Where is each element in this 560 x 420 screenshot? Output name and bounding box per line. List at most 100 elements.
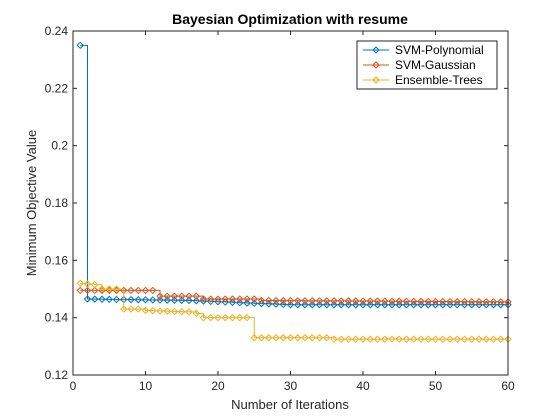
data-point bbox=[482, 335, 490, 343]
data-point bbox=[185, 308, 193, 316]
data-point bbox=[352, 297, 360, 305]
data-point bbox=[279, 296, 287, 305]
y-axis-label: Minimum Objective Value bbox=[24, 130, 39, 276]
data-point bbox=[482, 298, 490, 306]
data-point bbox=[91, 295, 99, 303]
y-tick-label: 0.16 bbox=[45, 253, 69, 267]
data-point bbox=[228, 298, 237, 307]
y-tick-label: 0.22 bbox=[45, 81, 69, 95]
data-point bbox=[337, 335, 345, 343]
data-point bbox=[265, 296, 273, 305]
data-point bbox=[366, 297, 374, 305]
data-point bbox=[460, 301, 469, 309]
data-point bbox=[294, 296, 302, 305]
data-point bbox=[243, 313, 251, 322]
data-point bbox=[265, 300, 273, 308]
y-tick-label: 0.18 bbox=[45, 196, 69, 210]
data-point bbox=[98, 285, 106, 293]
data-point bbox=[460, 335, 469, 343]
legend-label: Ensemble-Trees bbox=[395, 73, 483, 87]
data-point bbox=[417, 301, 425, 309]
data-point bbox=[446, 301, 454, 309]
data-point bbox=[257, 334, 266, 342]
data-point bbox=[207, 295, 215, 303]
data-point bbox=[439, 301, 447, 309]
data-point bbox=[192, 309, 200, 318]
data-point bbox=[402, 335, 411, 343]
data-point bbox=[141, 306, 150, 315]
data-point bbox=[410, 335, 418, 343]
data-point bbox=[76, 286, 84, 295]
data-point bbox=[170, 296, 179, 304]
data-point bbox=[120, 305, 128, 313]
data-point bbox=[381, 297, 389, 305]
data-point bbox=[250, 295, 258, 303]
data-point bbox=[228, 313, 237, 322]
x-tick-label: 40 bbox=[356, 379, 370, 393]
data-point bbox=[359, 335, 367, 343]
data-point bbox=[453, 297, 461, 306]
data-point bbox=[431, 301, 440, 309]
data-point bbox=[221, 295, 229, 303]
x-tick-label: 10 bbox=[139, 379, 153, 393]
data-point bbox=[468, 335, 476, 343]
data-point bbox=[279, 300, 287, 309]
data-point bbox=[359, 301, 367, 309]
data-point bbox=[178, 292, 186, 300]
data-point bbox=[344, 297, 353, 305]
data-point bbox=[475, 335, 483, 343]
data-point bbox=[424, 301, 432, 309]
data-point bbox=[410, 297, 418, 306]
data-point bbox=[199, 313, 208, 322]
data-point bbox=[185, 292, 193, 300]
data-point bbox=[170, 292, 179, 300]
x-tick-label: 20 bbox=[211, 379, 225, 393]
data-point bbox=[301, 301, 309, 309]
data-point bbox=[272, 334, 280, 342]
data-point bbox=[156, 296, 164, 304]
data-point bbox=[265, 334, 273, 342]
data-point bbox=[149, 307, 157, 315]
x-tick-label: 0 bbox=[70, 379, 77, 393]
data-point bbox=[185, 296, 193, 305]
data-point bbox=[468, 297, 476, 306]
data-point bbox=[323, 301, 331, 309]
data-point bbox=[134, 296, 142, 304]
data-point bbox=[83, 295, 92, 303]
data-point bbox=[294, 334, 302, 342]
data-point bbox=[417, 335, 425, 343]
data-point bbox=[373, 335, 382, 343]
legend-label: SVM-Gaussian bbox=[395, 58, 476, 72]
data-point bbox=[308, 297, 316, 305]
data-point bbox=[228, 295, 237, 303]
data-point bbox=[127, 286, 135, 295]
data-point bbox=[381, 301, 389, 309]
data-point bbox=[482, 301, 490, 309]
data-point bbox=[257, 299, 266, 308]
data-point bbox=[489, 301, 498, 309]
legend-marker bbox=[372, 46, 380, 54]
data-point bbox=[446, 297, 454, 306]
legend-marker bbox=[372, 61, 380, 69]
data-point bbox=[373, 301, 382, 309]
data-point bbox=[352, 335, 360, 343]
data-point bbox=[163, 292, 171, 300]
data-point bbox=[410, 301, 418, 309]
data-point bbox=[315, 301, 324, 309]
chart-title: Bayesian Optimization with resume bbox=[172, 11, 408, 27]
data-point bbox=[199, 295, 208, 303]
legend-item: SVM-Gaussian bbox=[363, 58, 476, 72]
data-point bbox=[76, 279, 84, 287]
data-point bbox=[286, 296, 295, 305]
data-point bbox=[460, 297, 469, 306]
data-point bbox=[294, 301, 302, 309]
series-line bbox=[80, 289, 509, 303]
data-point bbox=[301, 334, 309, 342]
y-tick-label: 0.14 bbox=[45, 311, 69, 325]
legend-marker bbox=[372, 76, 380, 84]
data-point bbox=[308, 301, 316, 309]
data-point bbox=[366, 335, 374, 343]
data-point bbox=[236, 313, 244, 322]
data-point bbox=[250, 299, 258, 308]
